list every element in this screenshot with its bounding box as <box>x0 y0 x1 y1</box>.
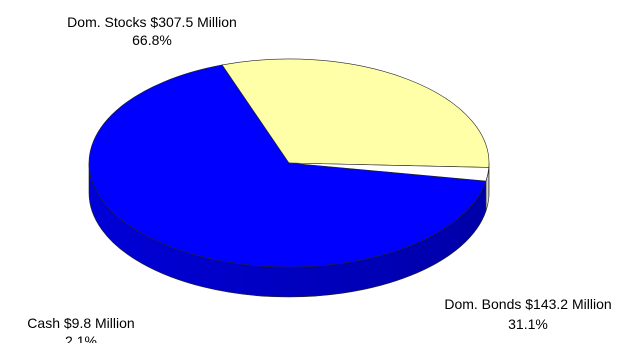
label-dom-stocks: Dom. Stocks $307.5 Million <box>67 14 237 30</box>
slice-tops <box>89 59 489 267</box>
label-cash: Cash $9.8 Million <box>27 315 134 331</box>
percent-cash: 2.1% <box>65 333 97 343</box>
label-dom-bonds: Dom. Bonds $143.2 Million <box>444 296 611 312</box>
percent-dom-stocks: 66.8% <box>132 32 172 48</box>
percent-dom-bonds: 31.1% <box>508 316 548 332</box>
